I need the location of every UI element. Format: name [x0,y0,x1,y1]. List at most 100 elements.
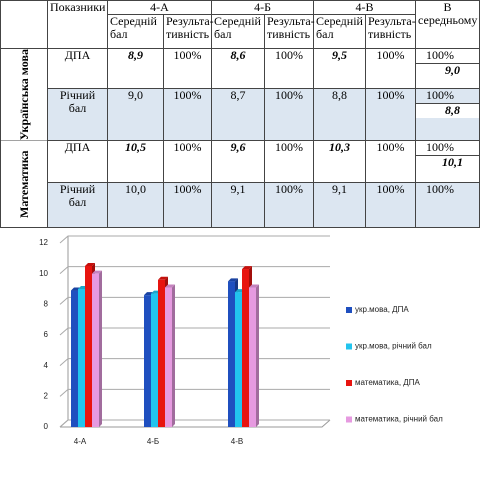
average-cell: 100% 8,8 [415,87,481,142]
average-value: 10,1 [416,155,480,171]
bar-top [165,284,175,288]
bar-top [242,266,252,270]
class-header: 4-А [106,0,213,15]
row-label: Річний бал [47,87,108,142]
bar-top [158,276,168,280]
average-value: 9,0 [416,63,480,78]
value-cell: 100% [162,140,213,184]
class-header: 4-Б [211,0,315,15]
value-cell: 100% [264,140,315,184]
y-tick-label: 0 [44,422,49,431]
y-tick-label: 6 [44,330,49,339]
y-tick-label: 8 [44,299,49,308]
bar-top [228,278,238,282]
legend-label: укр.мова, річний бал [355,342,432,351]
results-table: Показники 4-А 4-Б 4-В В середньому Середній б… [0,0,481,229]
bar [71,290,78,427]
bar-top [92,270,102,274]
average-cell: 100% 9,0 [415,48,481,89]
value-cell: 100% [365,48,417,89]
value-cell: 8,8 [313,87,367,142]
value-cell: 100% [365,140,417,184]
legend-label: математика, ДПА [355,378,420,387]
average-value: 8,8 [416,102,480,118]
grid-line [59,266,330,275]
subheader-row: Середній бал Результа-тивність Середній ба… [1,14,480,49]
data-row: Річний бал 10,0 100% 9,1 100% 9,1 100% 100% [0,182,481,229]
subject-cell: Українська мова [0,48,48,141]
value-cell: 100% [365,87,417,142]
legend-swatch [346,307,352,313]
bar [85,266,92,427]
bar-side [99,270,102,427]
value-cell: 9,0 [107,87,164,142]
bar-side [172,284,175,427]
subheader-cell: Результа-тивність [365,14,417,49]
bar [144,295,151,427]
value-cell: 100% [264,182,315,229]
bar [78,289,85,427]
bar [235,292,242,427]
bar [242,269,249,427]
bar [165,287,172,427]
value-cell: 8,7 [211,87,266,142]
value-cell: 8,6 [211,48,266,89]
data-row: Річний бал 9,0 100% 8,7 100% 8,8 100% 100% 8,8 [0,87,481,142]
bar-side [256,284,259,427]
bar-top [85,263,95,266]
x-tick-label: 4-В [231,437,243,446]
value-cell: 8,9 [107,48,164,89]
subheader-cell: Середній бал [211,14,266,49]
y-tick-label: 2 [44,391,49,400]
legend-label: математика, річний бал [355,415,443,424]
legend-swatch [346,416,352,423]
data-row: Математика ДПА 10,5 100% 9,6 100% 10,3 100% 100%… [0,140,481,228]
chart: 0 2 4 6 8 10 12 4-А 4-Б 4-В укр.мова, ДПА укр.мова,… [39,235,443,446]
value-cell: 100% [365,182,417,229]
average-cell: 100% [415,182,481,229]
subject-cell: Математика [0,140,48,228]
average-value: 100% [426,140,455,155]
value-cell: 10,5 [107,140,164,184]
grid-line [59,235,330,244]
header-row: Показники 4-А 4-Б 4-В В середньому [0,0,481,49]
x-tick-label: 4-А [74,437,87,446]
value-cell: 100% [162,182,213,229]
y-tick-label: 10 [39,269,48,278]
value-cell: 10,0 [107,182,164,229]
legend-label: укр.мова, ДПА [355,305,409,314]
legend-swatch [346,380,352,386]
bar [158,279,165,427]
class-header: 4-В [313,0,417,15]
header-cell: Показники [47,0,108,49]
value-cell: 9,6 [211,140,266,184]
value-cell: 9,1 [313,182,367,229]
subheader-cell: Результа-тивність [264,14,315,49]
average-value: 100% [426,87,455,102]
y-tick-label: 4 [44,361,49,370]
value-cell: 100% [162,48,213,89]
x-tick-label: 4-Б [147,437,159,446]
value-cell: 100% [264,87,315,142]
bar [228,281,235,427]
value-cell: 10,3 [313,140,367,184]
corner-cell [0,0,48,49]
row-label: ДПА [47,140,108,184]
legend-swatch [346,343,352,350]
average-value: 100% [426,182,455,197]
subheader-cell: Середній бал [107,14,164,49]
bar-top [249,284,259,288]
value-cell: 9,5 [313,48,367,89]
average-header: В середньому [415,0,481,49]
data-row: Українська мова ДПА 8,9 100% 8,6 100% 9,5 100% 1… [0,48,481,141]
row-label: ДПА [47,48,108,89]
bar [92,273,99,427]
subheader-cell: Середній бал [313,14,367,49]
value-cell: 9,1 [211,182,266,229]
bar [249,287,256,427]
value-cell: 100% [264,48,315,89]
subheader-cell: Результа-тивність [162,14,214,49]
average-cell: 100% 10,1 [415,140,481,184]
value-cell: 100% [162,87,213,142]
